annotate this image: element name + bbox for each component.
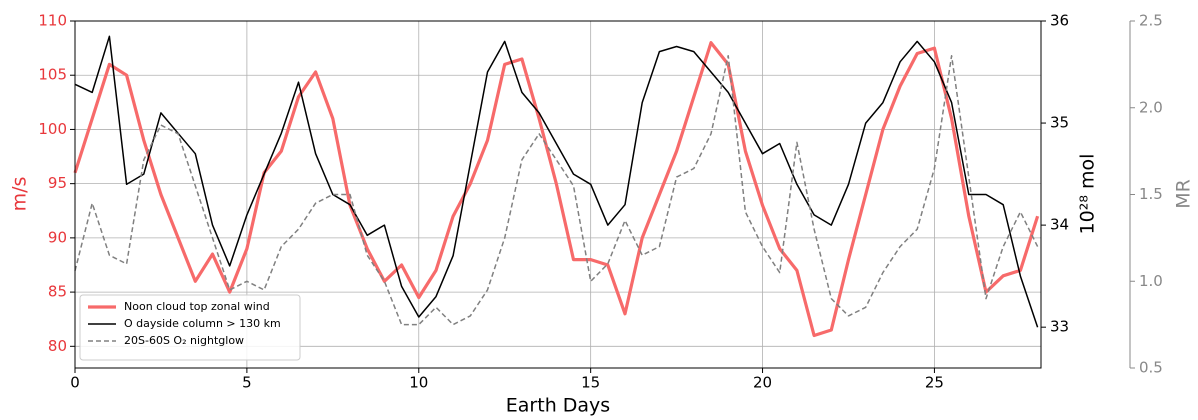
y-tick-label: 95	[48, 174, 67, 192]
y2-tick-label: 33	[1050, 318, 1069, 336]
y3-tick-label: 2.0	[1139, 98, 1163, 116]
legend-label: O dayside column > 130 km	[124, 317, 281, 330]
x-tick-label: 0	[70, 374, 80, 392]
y2-axis-label: 10²⁸ mol	[1077, 154, 1099, 235]
x-tick-label: 20	[753, 374, 772, 392]
legend-label: Noon cloud top zonal wind	[124, 300, 270, 313]
y3-tick-label: 1.0	[1139, 272, 1163, 290]
series-line	[74, 35, 1039, 328]
y2-tick-label: 35	[1050, 114, 1069, 132]
y-tick-label: 85	[48, 283, 67, 301]
plot-frame	[74, 20, 1042, 369]
y3-axis-label: MR	[1173, 179, 1195, 209]
y-tick-label: 80	[48, 337, 67, 355]
y-tick-label: 110	[38, 12, 67, 30]
x-tick-label: 25	[925, 374, 944, 392]
legend-label: 20S-60S O₂ nightglow	[124, 334, 244, 347]
y2-tick-label: 34	[1050, 216, 1069, 234]
y2-tick-label: 36	[1050, 12, 1069, 30]
y3-tick-label: 2.5	[1139, 12, 1163, 30]
y-tick-label: 90	[48, 228, 67, 246]
x-tick-label: 15	[581, 374, 600, 392]
legend-box	[79, 294, 301, 361]
y-tick-label: 105	[38, 66, 67, 84]
y-axis-label: m/s	[9, 177, 31, 212]
y3-tick-label: 1.5	[1139, 185, 1163, 203]
x-tick-label: 5	[242, 374, 252, 392]
series-line	[73, 41, 1040, 338]
y-tick-label: 100	[38, 120, 67, 138]
x-axis-label: Earth Days	[506, 395, 610, 417]
x-tick-label: 10	[409, 374, 428, 392]
y3-tick-label: 0.5	[1139, 359, 1163, 377]
